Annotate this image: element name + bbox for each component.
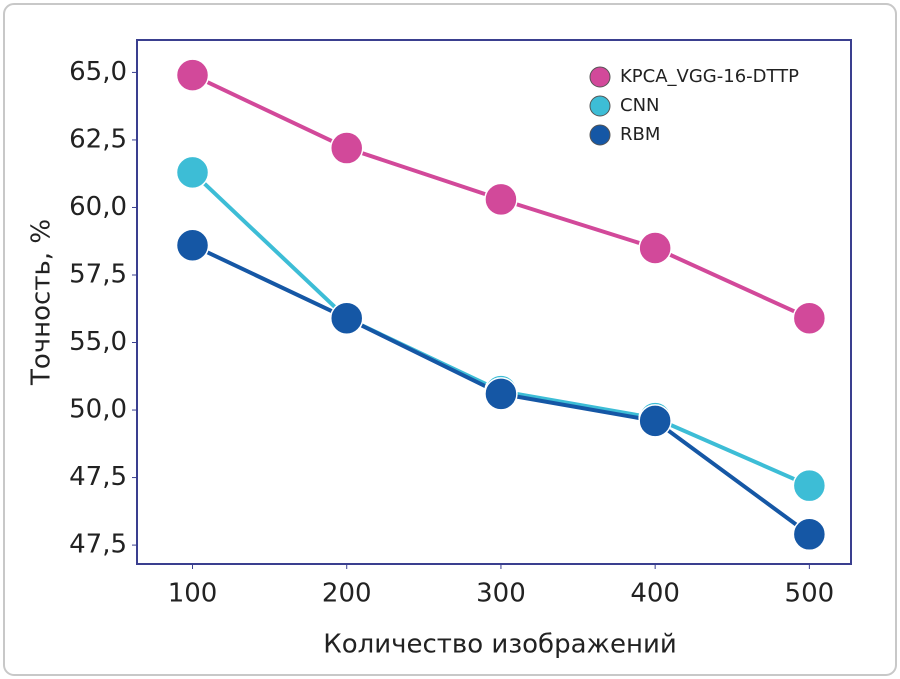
x-tick-label: 300 bbox=[476, 579, 526, 609]
point bbox=[638, 231, 672, 265]
legend-marker bbox=[589, 124, 611, 146]
y-tick-label: 47,5 bbox=[69, 462, 127, 492]
y-tick-label: 50,0 bbox=[69, 395, 127, 425]
y-tick-label: 60,0 bbox=[69, 192, 127, 222]
point bbox=[792, 517, 827, 552]
y-tick-label: 47,5 bbox=[69, 530, 127, 560]
x-axis-label: Количество изображений bbox=[323, 630, 677, 660]
point bbox=[329, 131, 364, 165]
x-tick-label: 200 bbox=[322, 579, 372, 609]
legend-label: RBM bbox=[620, 124, 660, 145]
point bbox=[329, 301, 364, 335]
point bbox=[792, 468, 827, 503]
outer-frame bbox=[3, 3, 897, 676]
y-tick-label: 65,0 bbox=[69, 57, 127, 87]
point bbox=[484, 182, 518, 217]
point bbox=[175, 58, 210, 92]
y-tick-label: 57,5 bbox=[69, 259, 127, 289]
point bbox=[175, 155, 210, 190]
x-tick-label: 400 bbox=[630, 579, 680, 609]
point bbox=[175, 228, 210, 263]
legend-label: KPCA_VGG-16-DTTP bbox=[620, 66, 799, 87]
point bbox=[484, 377, 518, 411]
y-axis-label: Точность, % bbox=[27, 219, 57, 386]
point bbox=[638, 404, 672, 438]
y-tick-label: 62,5 bbox=[69, 124, 127, 154]
y-tick-label: 55,0 bbox=[69, 327, 127, 357]
legend-label: CNN bbox=[620, 95, 660, 116]
x-tick-label: 500 bbox=[785, 579, 835, 609]
legend-marker bbox=[589, 66, 611, 88]
plot-frame bbox=[136, 39, 852, 565]
legend-marker bbox=[589, 95, 611, 117]
x-tick-label: 100 bbox=[168, 579, 218, 609]
point bbox=[792, 301, 827, 335]
